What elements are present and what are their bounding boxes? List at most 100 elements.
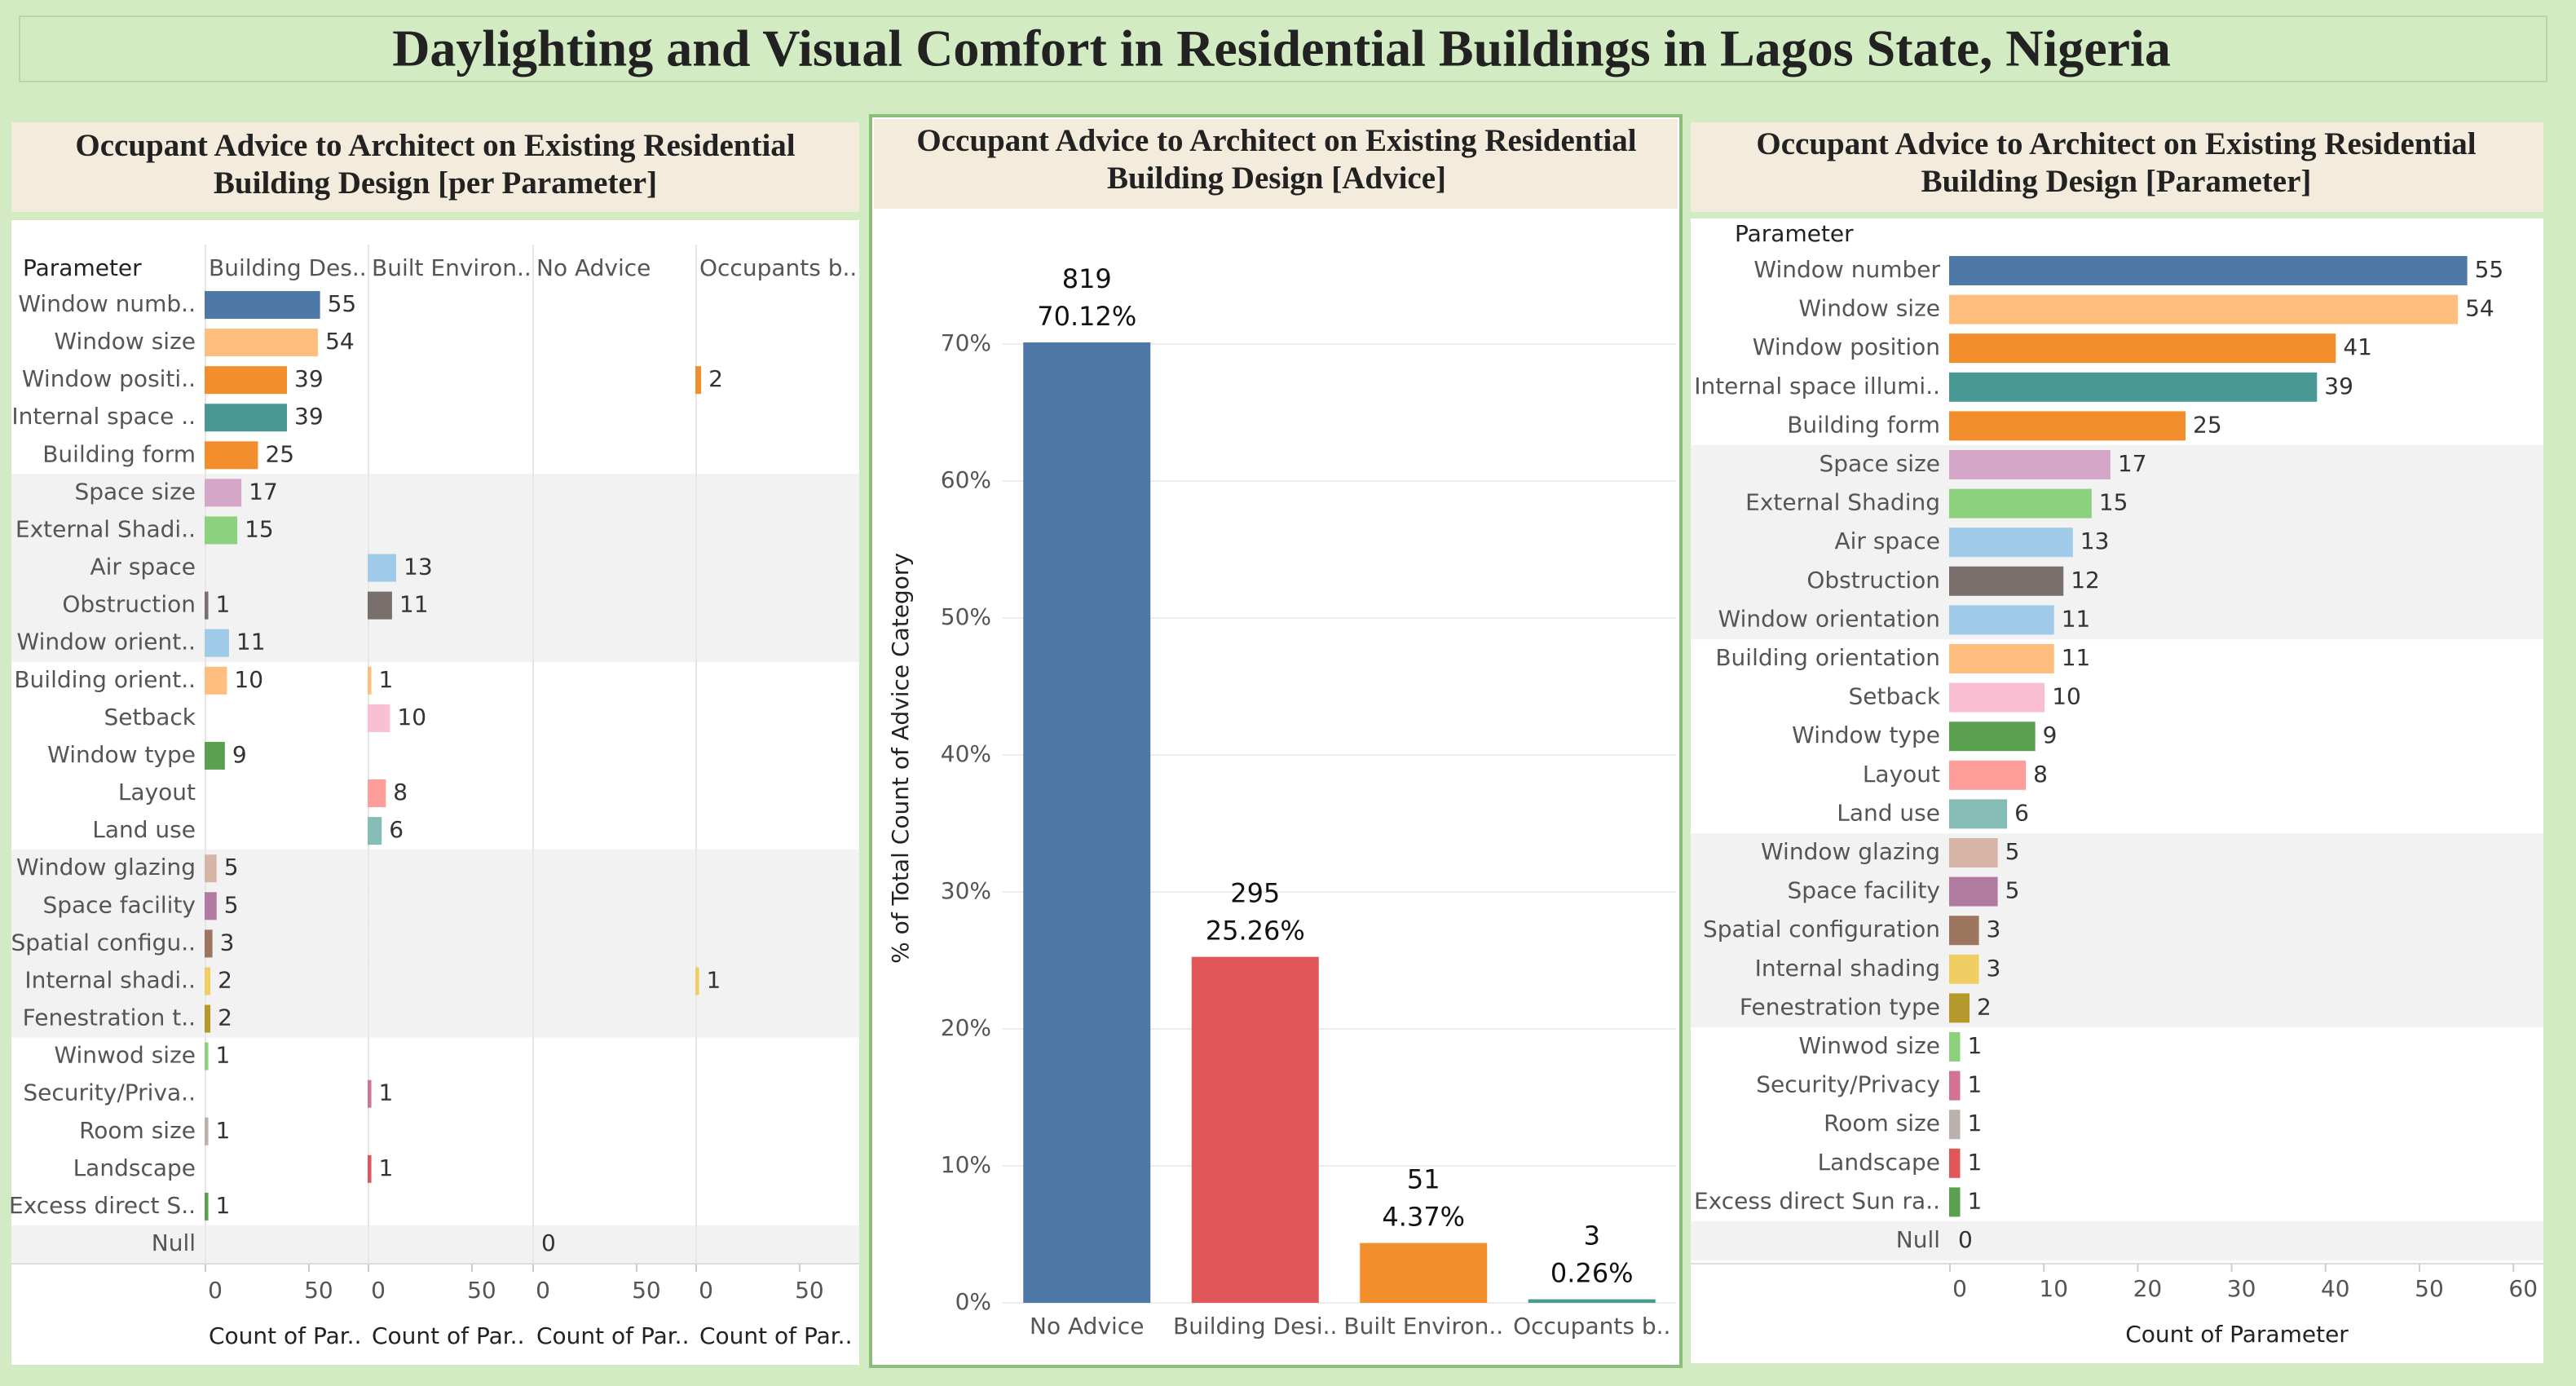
x-tick-label: Built Environ.. xyxy=(1343,1313,1503,1340)
row-band xyxy=(11,962,859,1000)
bar xyxy=(1949,1187,1961,1217)
row-label: Setback xyxy=(104,704,196,731)
y-axis-label: % of Total Count of Advice Category xyxy=(887,553,914,964)
value-label: 2 xyxy=(708,365,723,392)
panel-title: Occupant Advice to Architect on Existing… xyxy=(1756,126,2476,161)
row-label: Air space xyxy=(1835,527,1941,554)
bar xyxy=(1023,342,1151,1303)
bar xyxy=(205,741,225,770)
panel xyxy=(1691,218,2543,1363)
row-label: Window type xyxy=(1792,722,1940,748)
bar xyxy=(205,666,227,695)
bar xyxy=(1949,256,2468,285)
x-tick-label: 30 xyxy=(2227,1275,2256,1302)
value-label: 70.12% xyxy=(1037,301,1136,332)
value-label: 5 xyxy=(2005,877,2020,904)
bar xyxy=(368,666,372,695)
row-label: External Shadi.. xyxy=(15,515,196,542)
bar xyxy=(1949,1032,1961,1062)
row-label: Setback xyxy=(1848,683,1940,710)
row-label: Window orient.. xyxy=(17,629,196,655)
bar xyxy=(205,516,238,545)
x-tick-label: 0 xyxy=(699,1277,713,1304)
row-label: Space facility xyxy=(42,891,196,918)
bar xyxy=(368,704,390,732)
row-label: Land use xyxy=(92,816,196,843)
row-label: Window numb.. xyxy=(18,290,196,317)
bar xyxy=(205,1117,209,1145)
row-label: Window glazing xyxy=(16,854,196,881)
value-label: 1 xyxy=(1968,1032,1983,1059)
value-label: 1 xyxy=(216,591,231,618)
bar xyxy=(205,1042,209,1070)
bar xyxy=(205,591,209,620)
count-label: 51 xyxy=(1407,1164,1440,1195)
row-header: Parameter xyxy=(23,254,142,281)
x-tick-label: 50 xyxy=(2415,1275,2444,1302)
bar xyxy=(1949,916,1979,946)
x-tick-label: 0 xyxy=(536,1277,550,1304)
row-label: Fenestration t.. xyxy=(23,1004,196,1031)
dashboard-title: Daylighting and Visual Comfort in Reside… xyxy=(392,20,2171,77)
bar xyxy=(205,441,258,470)
bar xyxy=(368,1079,372,1108)
row-label: Window size xyxy=(1798,295,1940,322)
value-label: 0.26% xyxy=(1550,1258,1634,1289)
x-tick-label: 10 xyxy=(2039,1275,2068,1302)
count-label: 295 xyxy=(1230,878,1280,909)
x-tick-label: Occupants b.. xyxy=(1513,1313,1670,1340)
row-label: Landscape xyxy=(73,1154,196,1181)
value-label: 9 xyxy=(232,741,247,768)
bar xyxy=(1949,799,2008,829)
value-label: 11 xyxy=(236,629,266,655)
row-band xyxy=(1691,445,2543,484)
value-label: 10 xyxy=(2052,683,2081,710)
row-label: Window orientation xyxy=(1718,605,1940,632)
x-tick-label: 50 xyxy=(304,1277,333,1304)
bar xyxy=(205,629,229,657)
row-label: Window size xyxy=(54,328,196,355)
bar xyxy=(1949,294,2459,324)
panel-header xyxy=(874,119,1678,209)
y-tick-label: 0% xyxy=(955,1288,991,1315)
bar xyxy=(205,967,211,995)
value-label: 1 xyxy=(216,1192,231,1219)
value-label: 12 xyxy=(2071,567,2100,594)
column-header: Built Environ.. xyxy=(372,254,532,281)
row-label: Window glazing xyxy=(1761,838,1940,865)
value-label: 39 xyxy=(2324,373,2353,399)
value-label: 11 xyxy=(399,591,429,618)
row-label: Layout xyxy=(1863,761,1940,788)
bar xyxy=(1191,956,1319,1303)
value-label: 54 xyxy=(325,328,355,355)
column-header: Occupants b.. xyxy=(699,254,857,281)
row-label: Security/Priva.. xyxy=(23,1079,196,1106)
row-band xyxy=(11,586,859,625)
row-label: Obstruction xyxy=(62,591,196,618)
value-label: 41 xyxy=(2343,333,2372,360)
bar xyxy=(695,366,702,395)
row-label: Excess direct S.. xyxy=(9,1192,196,1219)
row-label: Building orient.. xyxy=(14,666,196,693)
row-label: Space size xyxy=(74,478,196,505)
row-label: Null xyxy=(1896,1226,1940,1253)
row-band xyxy=(11,850,859,888)
value-label: 15 xyxy=(245,515,274,542)
x-axis-label: Count of Par.. xyxy=(699,1322,852,1349)
bar xyxy=(1528,1299,1656,1303)
row-label: Spatial configuration xyxy=(1703,916,1940,942)
y-tick-label: 50% xyxy=(941,603,991,630)
row-band xyxy=(1691,1221,2543,1260)
panel-title: Building Design [Advice] xyxy=(1107,161,1446,196)
title-frame xyxy=(19,15,2547,82)
bar xyxy=(1949,954,1979,984)
row-band xyxy=(1691,911,2543,950)
value-label: 55 xyxy=(2475,256,2504,283)
bar xyxy=(1949,527,2073,558)
value-label: 5 xyxy=(2005,838,2020,865)
column-header: No Advice xyxy=(536,254,651,281)
value-label: 1 xyxy=(1968,1110,1983,1137)
panel-title: Building Design [Parameter] xyxy=(1921,164,2312,199)
row-label: Internal space .. xyxy=(11,403,196,430)
bar xyxy=(1949,566,2064,596)
